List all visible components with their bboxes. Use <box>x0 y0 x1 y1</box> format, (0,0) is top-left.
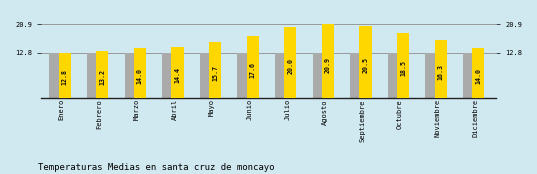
Bar <box>49 53 70 98</box>
Bar <box>434 40 447 98</box>
Bar <box>313 53 333 98</box>
Bar <box>237 53 258 98</box>
Bar <box>397 33 409 98</box>
Bar <box>200 53 221 98</box>
Text: Temperaturas Medias en santa cruz de moncayo: Temperaturas Medias en santa cruz de mon… <box>38 163 274 172</box>
Bar <box>275 53 296 98</box>
Bar <box>162 53 183 98</box>
Text: 16.3: 16.3 <box>438 64 444 80</box>
Text: 14.0: 14.0 <box>475 68 481 84</box>
Text: 14.4: 14.4 <box>175 67 180 83</box>
Text: 20.5: 20.5 <box>362 57 368 73</box>
Bar <box>350 53 371 98</box>
Bar <box>171 47 184 98</box>
Bar <box>359 26 372 98</box>
Text: 18.5: 18.5 <box>400 60 406 76</box>
Bar <box>209 42 221 98</box>
Text: 20.0: 20.0 <box>287 58 293 74</box>
Bar <box>463 53 484 98</box>
Text: 15.7: 15.7 <box>212 65 218 81</box>
Bar <box>284 27 296 98</box>
Text: 17.6: 17.6 <box>250 62 256 78</box>
Bar <box>96 51 108 98</box>
Bar <box>125 53 146 98</box>
Bar <box>425 53 446 98</box>
Bar <box>388 53 409 98</box>
Bar <box>87 53 108 98</box>
Text: 13.2: 13.2 <box>99 69 105 85</box>
Text: 20.9: 20.9 <box>325 57 331 73</box>
Bar <box>134 48 146 98</box>
Text: 14.0: 14.0 <box>137 68 143 84</box>
Bar <box>472 48 484 98</box>
Text: 12.8: 12.8 <box>62 69 68 85</box>
Bar <box>322 24 334 98</box>
Bar <box>246 36 259 98</box>
Bar <box>59 53 71 98</box>
